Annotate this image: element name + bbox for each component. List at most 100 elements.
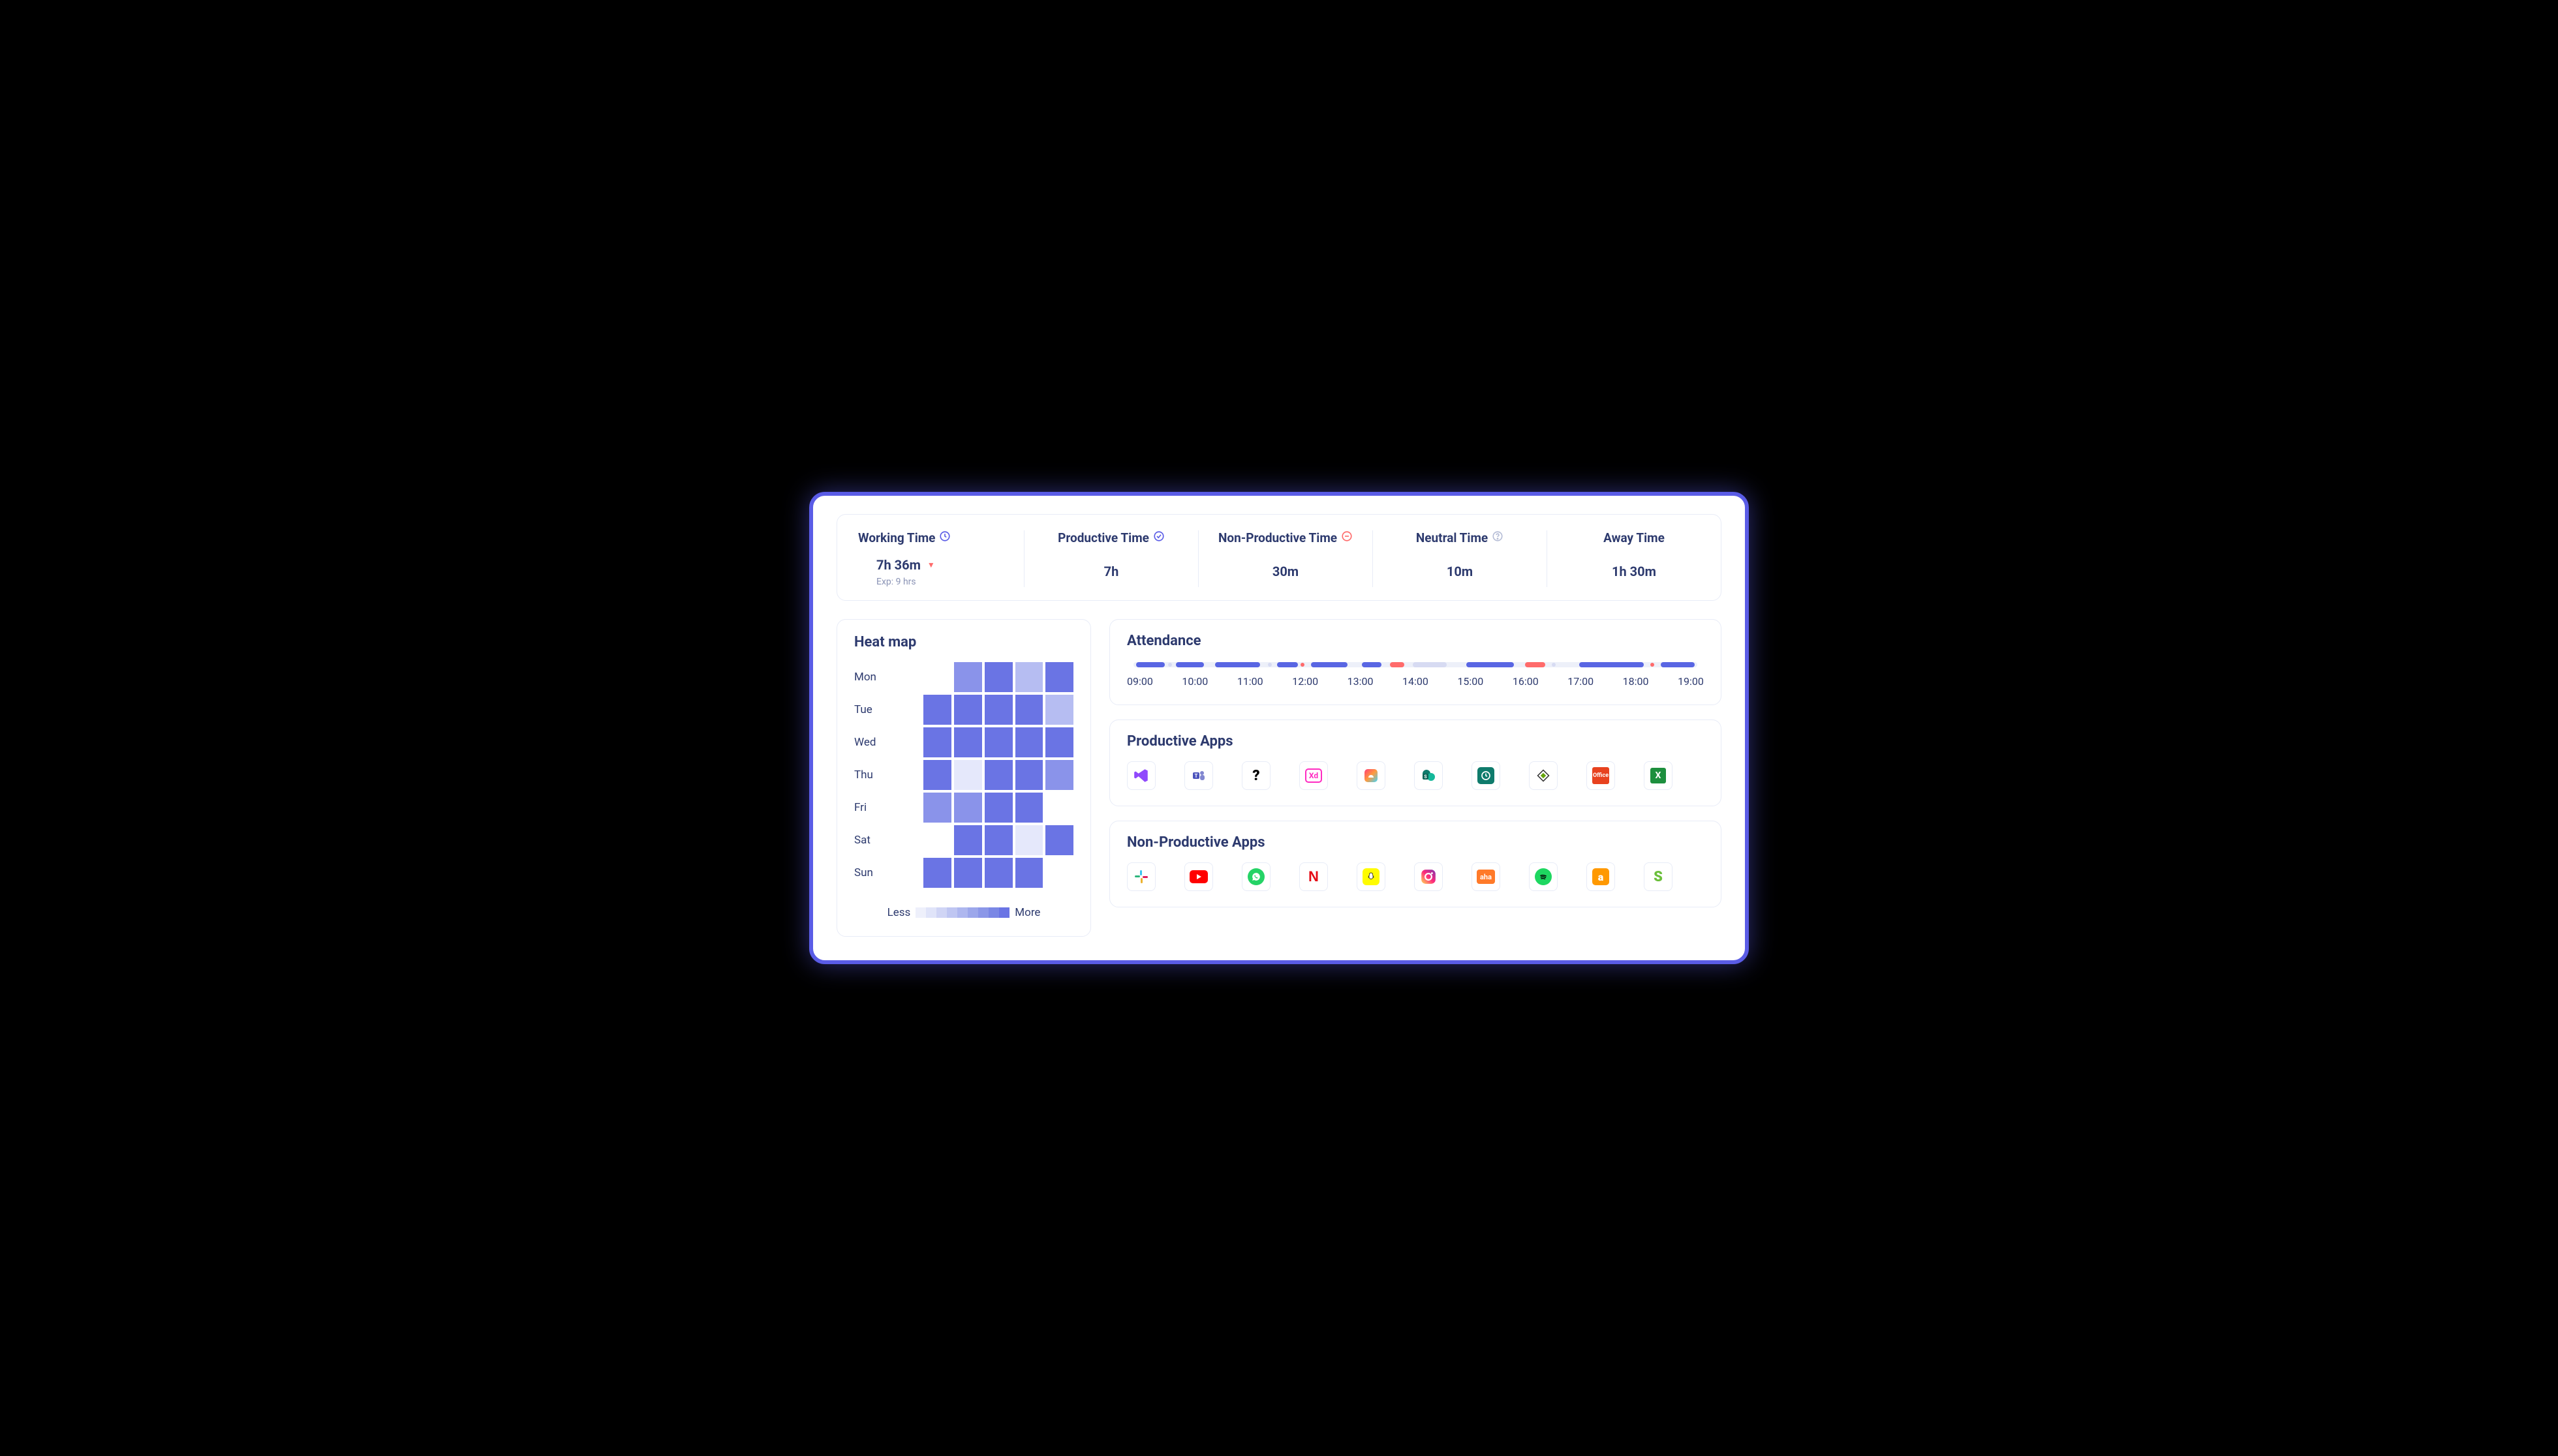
heat-day-label: Tue [854,703,891,716]
heat-cell[interactable] [954,662,982,692]
heat-cell[interactable] [1015,662,1043,692]
heat-cell[interactable] [1045,760,1073,790]
heat-cell[interactable] [954,825,982,855]
app-drive-app[interactable] [1529,761,1558,790]
heat-row: Wed [854,727,1073,757]
heat-cell[interactable] [954,695,982,725]
app-slack[interactable] [1127,862,1156,891]
app-youtube[interactable] [1184,862,1213,891]
heat-cell[interactable] [923,858,951,888]
productive-title: Productive Apps [1127,733,1704,750]
stat-value[interactable]: 7h 36m ▼ [876,557,935,573]
heat-cell[interactable] [985,760,1013,790]
heat-cell[interactable] [954,858,982,888]
heat-cell[interactable] [985,695,1013,725]
heat-cell[interactable] [923,825,951,855]
attendance-segment[interactable] [1176,662,1204,667]
heat-cell[interactable] [985,727,1013,757]
caret-down-icon[interactable]: ▼ [927,560,935,569]
attendance-segment[interactable] [1390,662,1404,667]
attendance-dot[interactable] [1168,663,1172,667]
attendance-segment[interactable] [1525,662,1545,667]
heat-row: Sat [854,825,1073,855]
attendance-segment[interactable] [1215,662,1260,667]
heat-cell[interactable] [1015,760,1043,790]
heat-cell[interactable] [923,662,951,692]
heat-cell[interactable] [923,695,951,725]
app-sharepoint[interactable]: S [1414,761,1443,790]
app-aha[interactable]: aha [1472,862,1500,891]
stat-title: Neutral Time [1416,530,1503,545]
heat-cell[interactable] [1015,858,1043,888]
stat-title: Away Time [1603,530,1665,545]
heat-cell[interactable] [1015,793,1043,823]
heat-cell[interactable] [893,695,921,725]
attendance-segment[interactable] [1362,662,1381,667]
heat-cell[interactable] [893,760,921,790]
heat-cell[interactable] [954,727,982,757]
heat-cell[interactable] [1045,825,1073,855]
app-app-s[interactable]: S [1644,862,1672,891]
attendance-dot[interactable] [1268,663,1272,667]
heat-cell[interactable] [1045,727,1073,757]
legend-swatch [916,907,926,918]
time-label: 15:00 [1457,675,1483,688]
attendance-segment[interactable] [1413,662,1447,667]
heat-cell[interactable] [1015,825,1043,855]
heat-cell[interactable] [985,858,1013,888]
dashboard-frame: Working Time 7h 36m ▼Exp: 9 hrsProductiv… [809,492,1749,964]
attendance-segment[interactable] [1579,662,1644,667]
heat-cell[interactable] [1015,727,1043,757]
stat-away-time: Away Time 1h 30m [1547,530,1721,587]
app-ms-teams[interactable]: T [1184,761,1213,790]
app-clock-app[interactable] [1472,761,1500,790]
attendance-segment[interactable] [1311,662,1348,667]
attendance-panel: Attendance 09:0010:0011:0012:0013:0014:0… [1109,619,1721,705]
svg-text:T: T [1195,773,1198,779]
attendance-segment[interactable] [1277,662,1298,667]
productive-apps-panel: Productive Apps T? Xd S Office X [1109,720,1721,806]
app-snapchat[interactable] [1357,862,1385,891]
app-creative-cloud[interactable] [1357,761,1385,790]
heat-cell[interactable] [923,760,951,790]
app-excel[interactable]: X [1644,761,1672,790]
app-adobe-xd[interactable]: Xd [1299,761,1328,790]
attendance-segment[interactable] [1466,662,1514,667]
app-spotify[interactable] [1529,862,1558,891]
heat-cell[interactable] [1045,793,1073,823]
app-unknown-app[interactable]: ? [1242,761,1271,790]
app-whatsapp[interactable] [1242,862,1271,891]
heat-cell[interactable] [923,727,951,757]
app-amazon[interactable]: a [1586,862,1615,891]
attendance-dot[interactable] [1650,663,1654,667]
heat-row: Sun [854,858,1073,888]
attendance-dot[interactable] [1552,663,1556,667]
app-office-365[interactable]: Office [1586,761,1615,790]
heat-cell[interactable] [1015,695,1043,725]
heat-cell[interactable] [893,793,921,823]
app-visual-studio[interactable] [1127,761,1156,790]
heat-cell[interactable] [1045,662,1073,692]
heat-cell[interactable] [893,727,921,757]
attendance-dot[interactable] [1301,663,1304,667]
time-label: 19:00 [1678,675,1704,688]
heat-cell[interactable] [985,825,1013,855]
app-instagram[interactable] [1414,862,1443,891]
heat-cell[interactable] [923,793,951,823]
heat-cell[interactable] [1045,695,1073,725]
heat-cell[interactable] [954,760,982,790]
heat-cell[interactable] [985,662,1013,692]
app-netflix[interactable]: N [1299,862,1328,891]
productive-apps-row: T? Xd S Office X [1127,761,1704,790]
heat-cell[interactable] [893,825,921,855]
attendance-segment[interactable] [1136,662,1164,667]
stat-title: Productive Time [1058,530,1165,545]
stat-neutral-time: Neutral Time 10m [1373,530,1547,587]
heat-cell[interactable] [893,858,921,888]
heat-cell[interactable] [954,793,982,823]
heat-cell[interactable] [893,662,921,692]
heat-cell[interactable] [985,793,1013,823]
stat-value: 30m [1207,564,1364,579]
attendance-segment[interactable] [1661,662,1695,667]
heat-cell[interactable] [1045,858,1073,888]
